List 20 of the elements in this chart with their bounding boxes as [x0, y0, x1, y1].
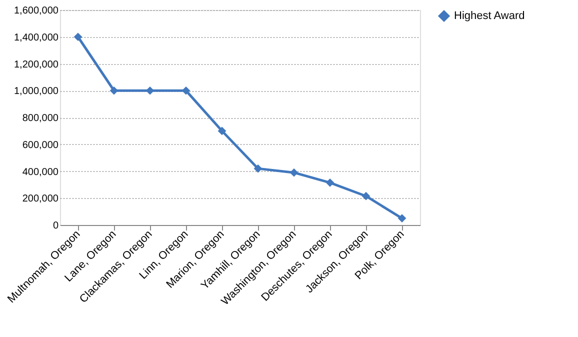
y-tick-label: 400,000: [22, 166, 59, 178]
y-tick-label: 1,200,000: [14, 59, 59, 70]
y-tick-label: 1,600,000: [14, 6, 59, 16]
y-tick-label: 1,400,000: [14, 32, 59, 44]
point: [146, 86, 154, 95]
point: [254, 164, 262, 173]
point: [290, 168, 298, 177]
point: [326, 178, 334, 187]
y-tick-label: 200,000: [22, 194, 59, 205]
point: [182, 86, 190, 95]
y-tick-label: 0: [52, 220, 59, 232]
point: [398, 214, 406, 222]
point: [218, 126, 226, 136]
point: [110, 86, 118, 95]
point: [362, 192, 370, 200]
point: [74, 32, 82, 42]
y-tick-label: 600,000: [22, 140, 59, 151]
legend-label: Highest Award: [454, 10, 525, 22]
y-tick-label: 800,000: [22, 113, 59, 124]
y-tick-label: 1,000,000: [14, 86, 59, 98]
